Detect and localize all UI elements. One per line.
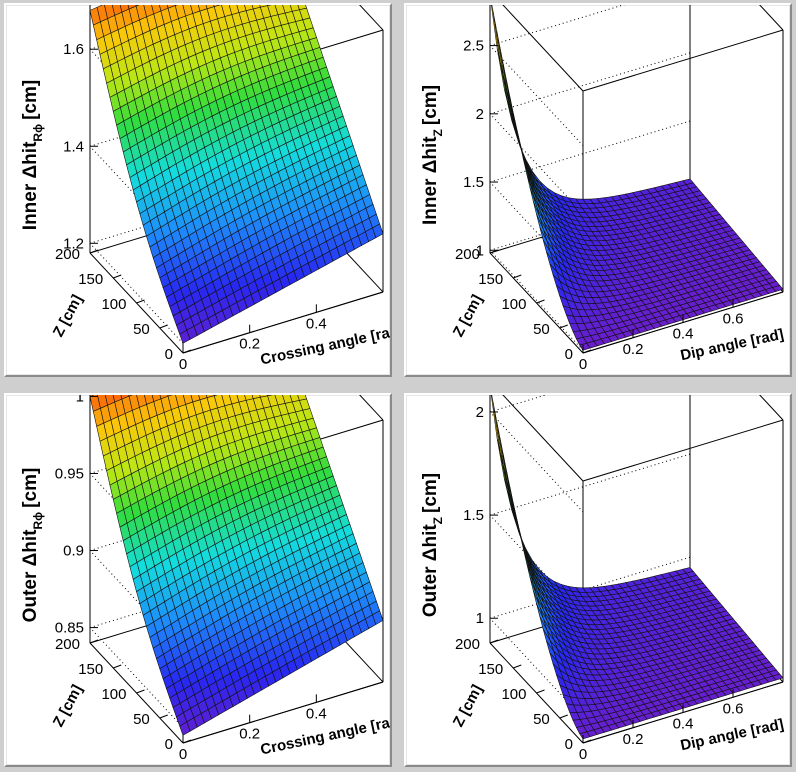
z-axis-title-sub: Rϕ [31, 124, 45, 142]
z-axis-title-sub: Z [431, 129, 445, 136]
surface-cell [490, 395, 501, 454]
y-tick-label: 200 [455, 246, 480, 263]
y-tick-label: 50 [133, 321, 150, 338]
z-tick-label: 2.5 [463, 38, 484, 55]
x-tick-label: 0.2 [623, 341, 644, 358]
surface-mesh [89, 395, 384, 736]
y-tick-label: 150 [478, 661, 503, 678]
z-axis-title-unit: [cm] [20, 80, 41, 120]
z-tick-label: 1 [476, 610, 484, 627]
x-tick-label: 0.4 [673, 326, 694, 343]
surface-plot-svg: 00.20.40501001502000.850.90.951Crossing … [20, 395, 390, 763]
x-axis-title: Dip angle [rad] [679, 326, 785, 364]
y-tick-label: 100 [501, 686, 526, 703]
z-axis-title: Outer ΔhitRϕ [cm] [20, 468, 45, 623]
x-tick-label: 0 [179, 356, 187, 373]
z-axis-title-main: Inner Δhit [420, 136, 441, 225]
z-tick-label: 1.4 [63, 138, 84, 155]
y-axis-title: Z [cm] [450, 682, 486, 730]
y-tick-label: 0 [565, 736, 573, 753]
z-tick-label: 0.9 [63, 543, 84, 560]
tick-labels: 0 0.2 0.4 0.6 0 50 100 150 200 1 1.5 2 [455, 404, 743, 763]
z-axis-title-unit: [cm] [20, 468, 41, 508]
surface-cell [491, 5, 501, 63]
y-tick-label: 0 [165, 736, 173, 753]
z-tick-label: 1.2 [63, 235, 84, 252]
surface-cell [772, 284, 784, 292]
y-tick-label: 100 [501, 296, 526, 313]
z-axis-title-main: Inner Δhit [20, 141, 41, 230]
x-tick-label: 0.2 [623, 731, 644, 748]
y-tick-label: 200 [455, 636, 480, 653]
y-tick-label: 200 [55, 636, 80, 653]
y-axis-title: Z [cm] [50, 292, 86, 340]
z-axis-title: Outer ΔhitZ [cm] [420, 473, 445, 617]
z-tick-label: 1.5 [463, 174, 484, 191]
z-tick-label: 2 [476, 106, 484, 123]
x-tick-label: 0.2 [239, 726, 260, 743]
z-axis-title: Inner ΔhitZ [cm] [420, 85, 445, 225]
z-axis-title: Inner ΔhitRϕ [cm] [20, 80, 45, 230]
z-axis-title-unit: [cm] [420, 473, 441, 513]
surface-cell [372, 223, 384, 239]
y-tick-label: 150 [478, 271, 503, 288]
x-tick-label: 0.2 [239, 336, 260, 353]
surface-cell [772, 673, 784, 681]
y-axis-title: Z [cm] [450, 292, 486, 340]
z-tick-label: 2 [476, 404, 484, 421]
panel-outer-rphi: 0 0.2 0.4 0 50 100 150 200 0.85 0.9 0.95 1 Crossing … [4, 393, 392, 767]
surface-mesh [491, 5, 784, 351]
y-tick-label: 100 [101, 296, 126, 313]
y-tick-label: 0 [565, 346, 573, 363]
panel-outer-dz: 0 0.2 0.4 0.6 0 50 100 150 200 1 1.5 2 Dip angle [ra… [404, 393, 792, 767]
surface-mesh [89, 5, 384, 344]
z-axis-title-sub: Rϕ [31, 512, 45, 530]
y-tick-label: 50 [133, 711, 150, 728]
z-tick-label: 1.6 [63, 41, 84, 58]
y-tick-label: 150 [78, 661, 103, 678]
x-tick-label: 0 [179, 746, 187, 763]
y-tick-label: 50 [533, 711, 550, 728]
surface-cell [372, 610, 384, 625]
x-tick-label: 0 [579, 746, 587, 763]
surface-plot-svg: 0 0.2 0.4 0.6 0 50 100 150 200 1 1.5 2 Dip angle [ra… [420, 395, 785, 763]
y-tick-label: 150 [78, 271, 103, 288]
z-tick-label: 1 [76, 395, 84, 405]
surface-mesh [490, 395, 784, 740]
z-axis-title-main: Outer Δhit [420, 524, 441, 617]
z-tick-label: 1.5 [463, 507, 484, 524]
x-tick-label: 0.6 [723, 310, 744, 327]
z-axis-title-sub: Z [431, 517, 445, 524]
x-tick-label: 0.4 [306, 315, 327, 332]
y-tick-label: 100 [101, 686, 126, 703]
z-tick-label: 0.85 [55, 620, 84, 637]
y-tick-label: 200 [55, 246, 80, 263]
z-axis-title-main: Outer Δhit [20, 529, 41, 622]
z-tick-label: 1 [476, 242, 484, 259]
y-axis-title: Z [cm] [50, 682, 86, 730]
panel-inner-dz: 0 0.2 0.4 0.6 0 50 100 150 200 1 1.5 2 2.5 Dip angle … [404, 3, 792, 377]
x-tick-label: 0 [579, 356, 587, 373]
z-axis-title-unit: [cm] [420, 85, 441, 125]
y-tick-label: 50 [533, 321, 550, 338]
x-tick-label: 0.4 [673, 716, 694, 733]
panel-inner-rphi: 0 0.2 0.4 0 50 100 150 200 1.2 1.4 1.6 Crossing ang… [4, 3, 392, 377]
z-tick-label: 0.95 [55, 465, 84, 482]
x-tick-label: 0.4 [306, 705, 327, 722]
y-tick-label: 0 [165, 346, 173, 363]
x-tick-label: 0.6 [723, 700, 744, 717]
x-axis-title: Dip angle [rad] [679, 716, 785, 754]
